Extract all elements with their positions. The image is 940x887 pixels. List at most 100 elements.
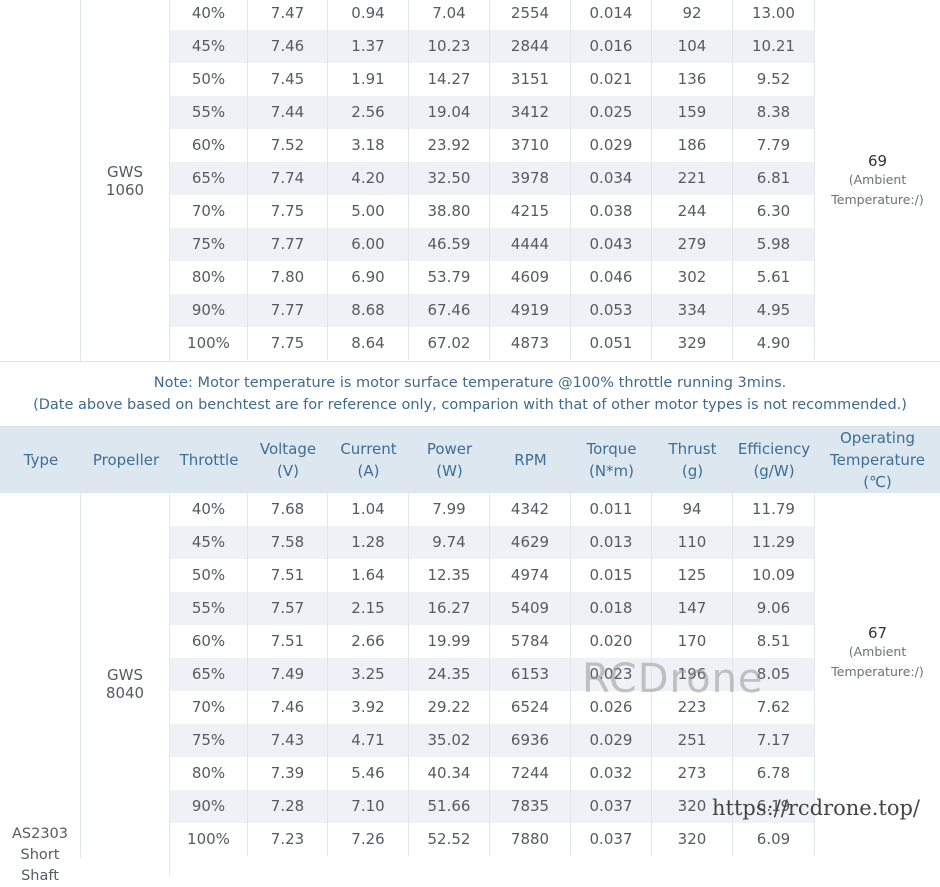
current-cell: 2.56 xyxy=(328,96,409,129)
throttle-cell: 100% xyxy=(170,327,248,360)
efficiency-cell: 4.95 xyxy=(733,294,815,327)
voltage-cell: 7.44 xyxy=(248,96,328,129)
voltage-cell: 7.39 xyxy=(248,757,328,790)
throttle-cell: 60% xyxy=(170,129,248,162)
rpm-cell: 4873 xyxy=(490,327,571,360)
thrust-cell: 223 xyxy=(652,691,733,724)
voltage-cell: 7.51 xyxy=(248,625,328,658)
rpm-cell: 3978 xyxy=(490,162,571,195)
efficiency-cell: 7.79 xyxy=(733,129,815,162)
voltage-cell: 7.74 xyxy=(248,162,328,195)
header-operating-temperature: Operating Temperature (℃) xyxy=(815,427,940,493)
torque-cell: 0.018 xyxy=(571,592,652,625)
thrust-cell: 104 xyxy=(652,30,733,63)
propeller-size: 8040 xyxy=(105,684,145,702)
motor-type-name: AS2303 xyxy=(11,826,69,842)
thrust-cell: 320 xyxy=(652,823,733,856)
voltage-cell: 7.51 xyxy=(248,559,328,592)
power-cell: 9.74 xyxy=(409,526,490,559)
header-throttle: Throttle xyxy=(170,427,248,493)
efficiency-cell: 13.00 xyxy=(733,0,815,30)
voltage-cell: 7.46 xyxy=(248,30,328,63)
power-cell: 32.50 xyxy=(409,162,490,195)
propeller-cell-bottom: GWS 8040 xyxy=(81,493,170,875)
rpm-cell: 7880 xyxy=(490,823,571,856)
header-power: Power (W) xyxy=(409,427,490,493)
throttle-cell: 60% xyxy=(170,625,248,658)
header-torque-label: Torque xyxy=(586,440,637,458)
table-bottom: GWS 8040 40% 7.68 1.04 7.99 4342 0.011 94 11.79… xyxy=(0,493,940,875)
voltage-cell: 7.49 xyxy=(248,658,328,691)
torque-cell: 0.021 xyxy=(571,63,652,96)
torque-cell: 0.037 xyxy=(571,790,652,823)
throttle-cell: 55% xyxy=(170,592,248,625)
thrust-cell: 329 xyxy=(652,327,733,360)
power-cell: 52.52 xyxy=(409,823,490,856)
torque-cell: 0.029 xyxy=(571,724,652,757)
thrust-cell: 136 xyxy=(652,63,733,96)
header-voltage: Voltage (V) xyxy=(248,427,328,493)
voltage-cell: 7.57 xyxy=(248,592,328,625)
efficiency-cell: 4.90 xyxy=(733,327,815,360)
current-cell: 5.46 xyxy=(328,757,409,790)
throttle-cell: 50% xyxy=(170,559,248,592)
rpm-cell: 3151 xyxy=(490,63,571,96)
current-cell: 1.91 xyxy=(328,63,409,96)
rpm-cell: 5784 xyxy=(490,625,571,658)
power-cell: 16.27 xyxy=(409,592,490,625)
rpm-cell: 4342 xyxy=(490,493,571,526)
power-cell: 40.34 xyxy=(409,757,490,790)
torque-cell: 0.037 xyxy=(571,823,652,856)
voltage-cell: 7.45 xyxy=(248,63,328,96)
voltage-cell: 7.58 xyxy=(248,526,328,559)
header-voltage-unit: (V) xyxy=(277,462,299,480)
efficiency-cell: 10.21 xyxy=(733,30,815,63)
note-line-2: (Date above based on benchtest are for r… xyxy=(33,397,907,413)
torque-cell: 0.032 xyxy=(571,757,652,790)
voltage-cell: 7.68 xyxy=(248,493,328,526)
current-cell: 0.94 xyxy=(328,0,409,30)
motor-type: AS2303 Short Shaft xyxy=(0,824,80,887)
power-cell: 7.99 xyxy=(409,493,490,526)
header-power-unit: (W) xyxy=(436,462,463,480)
header-torque: Torque (N*m) xyxy=(571,427,652,493)
propeller-name: GWS xyxy=(107,162,143,181)
rpm-cell: 6936 xyxy=(490,724,571,757)
propeller-cell-top: GWS 1060 xyxy=(81,0,170,361)
header-efficiency-unit: (g/W) xyxy=(753,462,795,480)
efficiency-cell: 7.62 xyxy=(733,691,815,724)
thrust-cell: 159 xyxy=(652,96,733,129)
temperature-note: (Ambient xyxy=(848,171,907,187)
current-cell: 1.04 xyxy=(328,493,409,526)
thrust-cell: 186 xyxy=(652,129,733,162)
rpm-cell: 4444 xyxy=(490,228,571,261)
rpm-cell: 6524 xyxy=(490,691,571,724)
header-current-unit: (A) xyxy=(357,462,380,480)
header-current: Current (A) xyxy=(328,427,409,493)
current-cell: 1.28 xyxy=(328,526,409,559)
current-cell: 5.00 xyxy=(328,195,409,228)
header-efficiency: Efficiency (g/W) xyxy=(733,427,815,493)
torque-cell: 0.038 xyxy=(571,195,652,228)
torque-cell: 0.013 xyxy=(571,526,652,559)
throttle-cell: 80% xyxy=(170,261,248,294)
power-cell: 23.92 xyxy=(409,129,490,162)
throttle-cell: 45% xyxy=(170,30,248,63)
voltage-cell: 7.43 xyxy=(248,724,328,757)
rcdrone-watermark: RCDrone xyxy=(582,656,764,702)
throttle-cell: 80% xyxy=(170,757,248,790)
throttle-cell: 45% xyxy=(170,526,248,559)
rpm-cell: 6153 xyxy=(490,658,571,691)
power-cell: 24.35 xyxy=(409,658,490,691)
current-cell: 7.26 xyxy=(328,823,409,856)
efficiency-cell: 8.05 xyxy=(733,658,815,691)
header-thrust: Thrust (g) xyxy=(652,427,733,493)
throttle-cell: 70% xyxy=(170,691,248,724)
current-cell: 2.15 xyxy=(328,592,409,625)
rpm-cell: 2844 xyxy=(490,30,571,63)
efficiency-cell: 9.52 xyxy=(733,63,815,96)
throttle-cell: 65% xyxy=(170,162,248,195)
rpm-cell: 2554 xyxy=(490,0,571,30)
header-rpm-label: RPM xyxy=(514,451,547,469)
thrust-cell: 244 xyxy=(652,195,733,228)
